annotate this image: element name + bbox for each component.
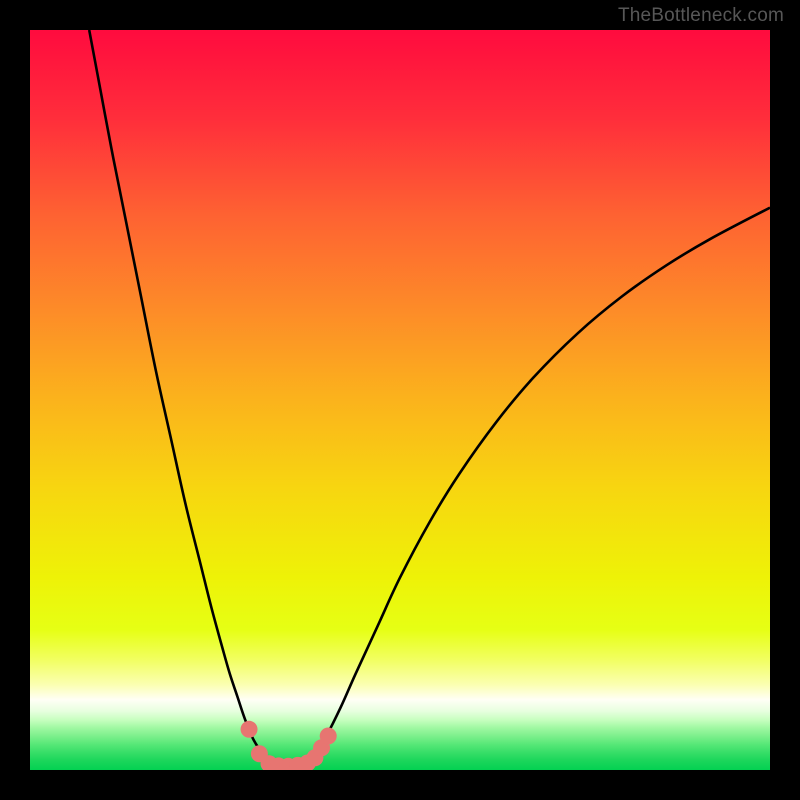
data-point [320, 727, 337, 744]
markers-svg [30, 30, 770, 770]
plot-area [30, 30, 770, 770]
watermark-text: TheBottleneck.com [618, 5, 784, 27]
data-point [241, 721, 258, 738]
